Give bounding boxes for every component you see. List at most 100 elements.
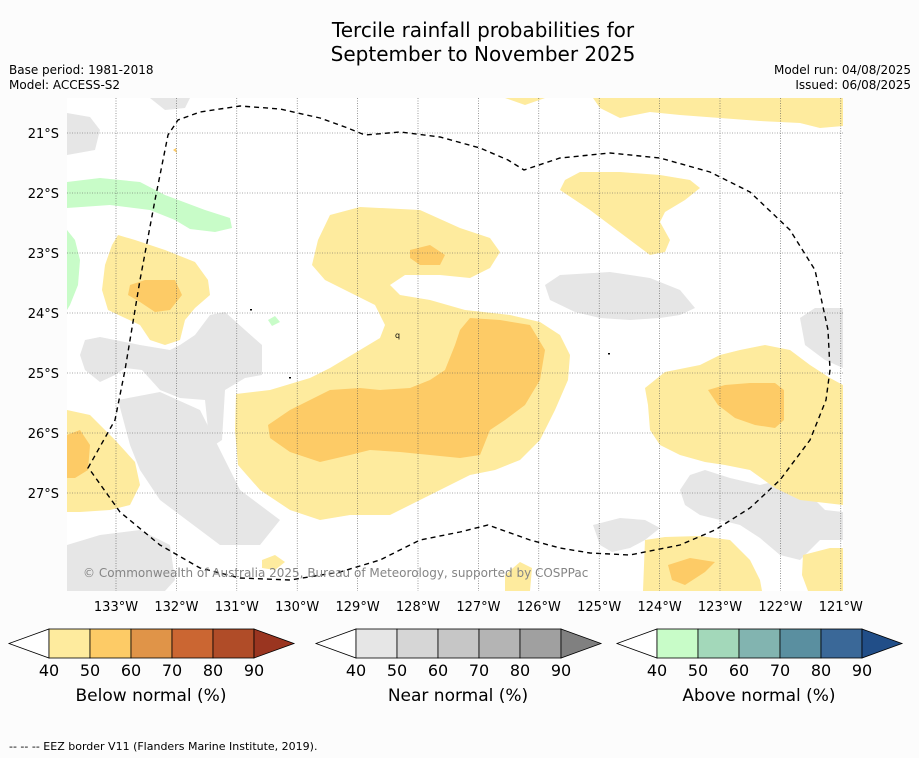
near-normal-region — [67, 113, 100, 155]
longitude-label: 129°W — [336, 600, 380, 615]
eez-border-line — [87, 105, 831, 581]
longitude-label: 133°W — [94, 600, 138, 615]
colorbar-tick-label: 70 — [469, 661, 489, 680]
longitude-label: 132°W — [154, 600, 198, 615]
colorbar-tick-label: 90 — [852, 661, 872, 680]
longitude-label: 130°W — [275, 600, 319, 615]
colorbar-tick-label: 40 — [346, 661, 366, 680]
below-normal-strong-region — [708, 383, 784, 428]
above-normal-region — [268, 316, 280, 326]
colorbar-tick-label: 60 — [729, 661, 749, 680]
colorbar-segment — [212, 628, 255, 659]
near-normal-region — [593, 518, 660, 552]
colorbar-tick-label: 80 — [811, 661, 831, 680]
model-run: Model run: 04/08/2025 — [773, 63, 911, 77]
colorbar-tick-label: 60 — [121, 661, 141, 680]
below-normal-region — [67, 410, 140, 512]
map-speck — [250, 309, 252, 311]
near-normal-region — [545, 272, 695, 320]
graticule — [67, 98, 843, 591]
model-name: Model: ACCESS-S2 — [9, 78, 121, 92]
colorbar-segment — [130, 628, 173, 659]
below-normal-strong-region — [410, 245, 445, 265]
colorbar-tick-label: 40 — [39, 661, 59, 680]
colorbar-tick-label: 50 — [688, 661, 708, 680]
colorbar-segment — [48, 628, 91, 659]
colorbar-upper-extension — [560, 628, 603, 659]
longitude-label: 128°W — [396, 600, 440, 615]
colorbar-lower-extension — [615, 628, 658, 659]
colorbar-segment — [355, 628, 398, 659]
latitude-label: 23°S — [28, 247, 59, 262]
colorbar-tick-label: 70 — [162, 661, 182, 680]
meta-right: Model run: 04/08/2025 Issued: 06/08/2025 — [774, 63, 911, 93]
orange-dot — [173, 148, 177, 153]
meta-left: Base period: 1981-2018 Model: ACCESS-S2 — [9, 63, 154, 93]
colorbar-tick-label: 90 — [551, 661, 571, 680]
below-normal-region — [262, 555, 285, 570]
colorbar-segment — [478, 628, 521, 659]
colorbar-segment — [779, 628, 822, 659]
near-normal-region — [118, 392, 280, 545]
colorbar-tick-label: 40 — [647, 661, 667, 680]
colorbar-tick-label: 50 — [387, 661, 407, 680]
colorbar-upper-extension — [253, 628, 296, 659]
title-line-2: September to November 2025 — [330, 42, 636, 66]
colorbar-segment — [738, 628, 781, 659]
near-normal-region — [80, 312, 262, 448]
latitude-label: 27°S — [28, 487, 59, 502]
below-normal-region — [645, 345, 843, 505]
colorbar: 40 50 60 70 80 90 — [7, 628, 296, 680]
colorbar-segment — [89, 628, 132, 659]
eez-legend-footer: -- -- -- EEZ border V11 (Flanders Marine… — [9, 740, 318, 753]
copyright-notice: © Commonwealth of Australia 2025, Bureau… — [83, 566, 588, 580]
longitude-label: 122°W — [758, 600, 802, 615]
colorbar-lower-extension — [314, 628, 357, 659]
colorbar-upper-extension — [861, 628, 904, 659]
colorbar-tick-label: 70 — [770, 661, 790, 680]
map-speck — [608, 353, 610, 355]
below-normal-strong-region — [67, 430, 90, 478]
colorbar-segment — [396, 628, 439, 659]
near-normal-region — [67, 530, 175, 591]
below-normal-strong-region — [668, 558, 715, 585]
latitude-label: 22°S — [28, 187, 59, 202]
below-normal-region — [505, 562, 532, 591]
colorbar-segment — [820, 628, 863, 659]
longitude-label: 121°W — [819, 600, 863, 615]
colorbar-segment — [656, 628, 699, 659]
longitude-label: 124°W — [638, 600, 682, 615]
latitude-label: 21°S — [28, 127, 59, 142]
above-normal-region — [67, 230, 80, 310]
latitude-label: 24°S — [28, 307, 59, 322]
longitude-label: 127°W — [456, 600, 500, 615]
above-normal-region — [67, 178, 232, 232]
map-mark: q — [395, 331, 400, 340]
colorbar-segment — [697, 628, 740, 659]
longitude-label: 131°W — [215, 600, 259, 615]
colorbar-tick-label: 90 — [244, 661, 264, 680]
below-normal-region — [802, 548, 843, 591]
colorbar-tick-label: 80 — [510, 661, 530, 680]
below-normal-region — [505, 98, 545, 105]
near-normal-region — [150, 98, 190, 110]
map-speck — [289, 377, 291, 379]
colorbar: 40 50 60 70 80 90 — [314, 628, 603, 680]
colorbar-title-near: Near normal (%) — [387, 686, 529, 706]
map-title: Tercile rainfall probabilities for Septe… — [0, 18, 919, 66]
colorbar-title-above: Above normal (%) — [682, 686, 836, 706]
colorbar-tick-label: 80 — [203, 661, 223, 680]
issued-date: Issued: 06/08/2025 — [795, 78, 911, 92]
longitude-label: 125°W — [577, 600, 621, 615]
probability-regions — [67, 98, 843, 591]
below-normal-strong-region — [128, 280, 182, 312]
longitude-labels: 133°W 132°W 131°W 130°W 129°W 128°W 127°W 126°W… — [94, 600, 863, 615]
base-period: Base period: 1981-2018 — [9, 63, 154, 77]
colorbar-lower-extension — [7, 628, 50, 659]
latitude-label: 26°S — [28, 427, 59, 442]
longitude-label: 123°W — [698, 600, 742, 615]
latitude-labels: 21°S 22°S 23°S 24°S 25°S 26°S 27°S — [28, 127, 59, 502]
colorbar-title-below: Below normal (%) — [75, 686, 227, 706]
colorbar: 40 50 60 70 80 90 — [615, 628, 904, 680]
